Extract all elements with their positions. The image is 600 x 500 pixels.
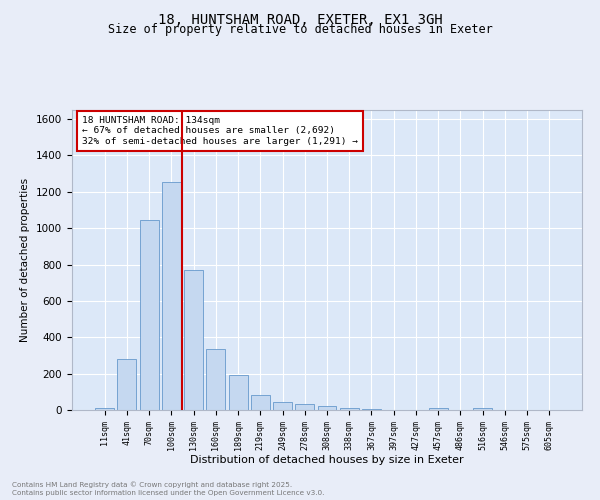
Bar (429, 408, 448, 410)
Bar (184, 270, 203, 410)
Bar (340, 408, 359, 410)
X-axis label: Distribution of detached houses by size in Exeter: Distribution of detached houses by size … (190, 456, 464, 466)
Bar (473, 408, 492, 410)
Text: Size of property relative to detached houses in Exeter: Size of property relative to detached ho… (107, 22, 493, 36)
Text: 18, HUNTSHAM ROAD, EXETER, EX1 3GH: 18, HUNTSHAM ROAD, EXETER, EX1 3GH (158, 12, 442, 26)
Text: 18 HUNTSHAM ROAD: 134sqm
← 67% of detached houses are smaller (2,692)
32% of sem: 18 HUNTSHAM ROAD: 134sqm ← 67% of detach… (82, 116, 358, 146)
Bar (140, 220, 158, 410)
Text: Contains public sector information licensed under the Open Government Licence v3: Contains public sector information licen… (12, 490, 325, 496)
Bar (118, 359, 136, 410)
Bar (251, 396, 270, 410)
Bar (362, 408, 381, 410)
Text: Contains HM Land Registry data © Crown copyright and database right 2025.: Contains HM Land Registry data © Crown c… (12, 482, 292, 488)
Bar (273, 402, 292, 410)
Bar (295, 404, 314, 410)
Bar (162, 182, 181, 410)
Y-axis label: Number of detached properties: Number of detached properties (20, 178, 31, 342)
Bar (95, 408, 114, 410)
Bar (317, 406, 337, 410)
Bar (206, 349, 225, 410)
Bar (229, 376, 248, 410)
